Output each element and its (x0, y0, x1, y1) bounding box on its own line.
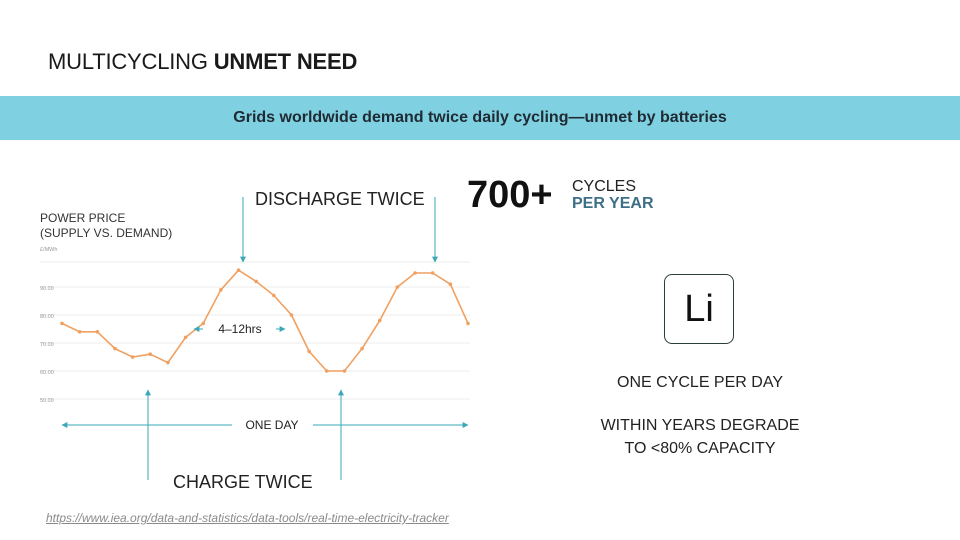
data-point (113, 346, 117, 351)
lithium-element-icon: Li (664, 274, 734, 344)
cycles-label: CYCLES PER YEAR (572, 178, 654, 212)
cycles-number: 700+ (467, 174, 553, 216)
y-tick-label: 70.00 (40, 342, 54, 348)
ylabel-line-1: POWER PRICE (40, 211, 126, 225)
banner-text: Grids worldwide demand twice daily cycli… (233, 109, 727, 126)
data-point (377, 318, 382, 323)
charge-label: CHARGE TWICE (173, 472, 313, 492)
data-point (183, 335, 188, 340)
y-tick-label: 80.00 (40, 314, 54, 320)
cycles-label-2: PER YEAR (572, 195, 654, 212)
note-degrade-2: TO <80% CAPACITY (624, 440, 776, 457)
data-point (130, 355, 135, 359)
data-point (77, 330, 82, 334)
data-point (254, 279, 258, 284)
data-point (342, 369, 347, 373)
title-normal: MULTICYCLING (48, 49, 214, 74)
source-link[interactable]: https://www.iea.org/data-and-statistics/… (46, 511, 449, 525)
data-point (60, 321, 64, 326)
data-point (448, 282, 453, 287)
cycles-label-1: CYCLES (572, 178, 637, 195)
data-point (166, 360, 170, 365)
data-point (324, 369, 329, 373)
data-point (219, 288, 223, 292)
title-bold: UNMET NEED (213, 49, 358, 74)
slide-title: MULTICYCLING UNMET NEED (48, 49, 357, 75)
chart-ylabel: POWER PRICE (SUPPLY VS. DEMAND) (40, 211, 172, 241)
data-point (466, 321, 470, 326)
data-point (289, 313, 294, 317)
data-point (148, 352, 153, 357)
lithium-symbol: Li (684, 287, 714, 330)
series-line (61, 269, 469, 372)
y-tick-label: 60.00 (40, 370, 54, 376)
note-cycle-per-day: ONE CYCLE PER DAY (617, 374, 783, 391)
data-point (430, 271, 435, 275)
data-point (95, 330, 100, 334)
ylabel-line-2: (SUPPLY VS. DEMAND) (40, 226, 173, 240)
data-point (201, 321, 206, 326)
data-point (360, 346, 364, 351)
duration-label: 4–12hrs (218, 322, 261, 336)
discharge-label: DISCHARGE TWICE (255, 189, 425, 209)
y-tick-label: 50.00 (40, 398, 54, 404)
data-point (272, 293, 276, 298)
one-day-label: ONE DAY (245, 418, 298, 432)
y-unit-label: £/MWh (40, 247, 57, 253)
data-point (395, 285, 400, 289)
data-point (236, 268, 241, 273)
headline-banner: Grids worldwide demand twice daily cycli… (0, 96, 960, 140)
data-point (307, 349, 311, 354)
y-tick-label: 90.00 (40, 286, 54, 292)
note-degrade-1: WITHIN YEARS DEGRADE (600, 417, 800, 434)
data-point (413, 271, 417, 275)
